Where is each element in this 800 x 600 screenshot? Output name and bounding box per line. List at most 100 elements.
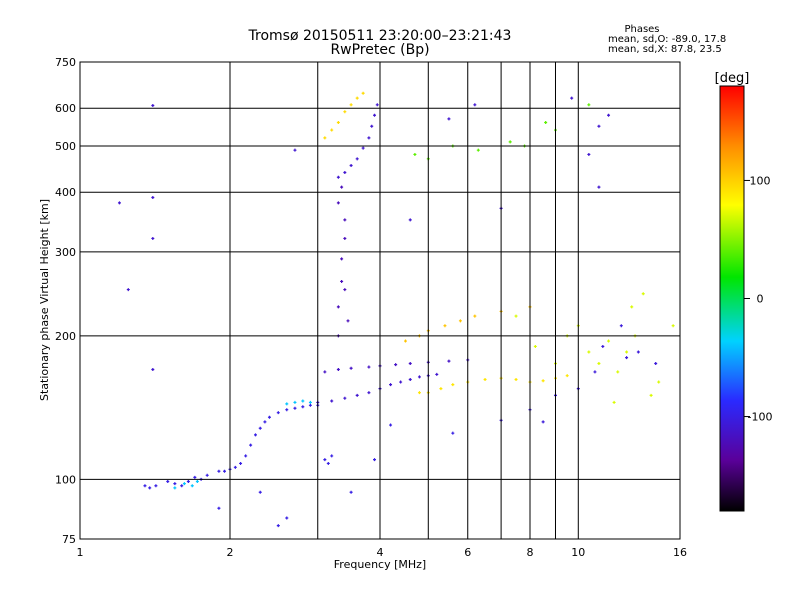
data-point xyxy=(587,103,590,106)
data-point xyxy=(597,362,600,365)
data-point xyxy=(330,129,333,132)
data-point xyxy=(350,103,353,106)
data-point xyxy=(301,400,304,403)
data-point xyxy=(534,345,537,348)
data-point xyxy=(356,394,359,397)
data-point xyxy=(337,121,340,124)
data-point xyxy=(183,482,186,485)
data-point xyxy=(389,424,392,427)
data-point xyxy=(625,350,628,353)
data-point xyxy=(566,374,569,377)
data-point xyxy=(244,454,247,457)
data-point xyxy=(409,218,412,221)
colorbar-tick-label: 100 xyxy=(750,174,771,187)
data-point xyxy=(223,470,226,473)
y-tick-label: 400 xyxy=(55,186,76,199)
data-point xyxy=(293,407,296,410)
data-point xyxy=(362,92,365,95)
data-point xyxy=(191,484,194,487)
data-point xyxy=(620,324,623,327)
data-point xyxy=(173,482,176,485)
data-point xyxy=(672,324,675,327)
data-point xyxy=(309,401,312,404)
data-point xyxy=(597,186,600,189)
data-point xyxy=(330,400,333,403)
y-axis-label: Stationary phase Virtual Height [km] xyxy=(38,199,51,401)
data-point xyxy=(323,370,326,373)
points-layer xyxy=(118,92,675,527)
data-point xyxy=(473,315,476,318)
data-point xyxy=(451,383,454,386)
data-point xyxy=(293,401,296,404)
data-point xyxy=(285,402,288,405)
data-point xyxy=(350,491,353,494)
data-point xyxy=(277,524,280,527)
data-point xyxy=(301,405,304,408)
data-point xyxy=(327,462,330,465)
data-point xyxy=(509,140,512,143)
data-point xyxy=(447,117,450,120)
data-point xyxy=(642,292,645,295)
data-point xyxy=(650,394,653,397)
data-point xyxy=(484,378,487,381)
data-point xyxy=(593,370,596,373)
data-point xyxy=(154,484,157,487)
data-point xyxy=(343,237,346,240)
data-point xyxy=(309,404,312,407)
colorbar xyxy=(720,86,744,511)
data-point xyxy=(259,491,262,494)
data-point xyxy=(607,114,610,117)
data-point xyxy=(637,350,640,353)
data-point xyxy=(277,411,280,414)
data-point xyxy=(515,315,518,318)
data-point xyxy=(323,136,326,139)
data-point xyxy=(180,484,183,487)
data-point xyxy=(285,408,288,411)
y-tick-label: 75 xyxy=(62,533,76,546)
grid-layer xyxy=(80,62,680,539)
data-point xyxy=(409,378,412,381)
data-point xyxy=(263,420,266,423)
data-point xyxy=(249,444,252,447)
data-point xyxy=(542,420,545,423)
data-point xyxy=(413,153,416,156)
data-point xyxy=(409,362,412,365)
data-point xyxy=(340,186,343,189)
data-point xyxy=(459,319,462,322)
data-point xyxy=(601,345,604,348)
x-axis-label: Frequency [MHz] xyxy=(334,558,426,571)
data-point xyxy=(151,104,154,107)
data-point xyxy=(367,391,370,394)
data-point xyxy=(587,153,590,156)
data-point xyxy=(337,368,340,371)
data-point xyxy=(127,288,130,291)
x-tick-label: 1 xyxy=(77,546,84,559)
data-point xyxy=(254,433,257,436)
data-point xyxy=(613,401,616,404)
data-point xyxy=(418,391,421,394)
data-point xyxy=(343,397,346,400)
y-tick-label: 600 xyxy=(55,102,76,115)
data-point xyxy=(323,458,326,461)
legend-line-x: mean, sd,X: 87.8, 23.5 xyxy=(608,44,722,55)
data-point xyxy=(350,367,353,370)
y-tick-label: 100 xyxy=(55,473,76,486)
data-point xyxy=(451,432,454,435)
data-point xyxy=(399,381,402,384)
data-point xyxy=(343,110,346,113)
data-point xyxy=(404,340,407,343)
data-point xyxy=(148,486,151,489)
y-tick-label: 300 xyxy=(55,246,76,259)
data-point xyxy=(151,368,154,371)
colorbar-label: [deg] xyxy=(715,71,750,86)
data-point xyxy=(259,427,262,430)
colorbar-ticks: 1000-100 xyxy=(744,174,772,423)
data-point xyxy=(418,375,421,378)
data-point xyxy=(340,257,343,260)
data-point xyxy=(337,305,340,308)
data-point xyxy=(118,201,121,204)
data-point xyxy=(607,340,610,343)
data-point xyxy=(654,362,657,365)
x-tick-label: 2 xyxy=(227,546,234,559)
